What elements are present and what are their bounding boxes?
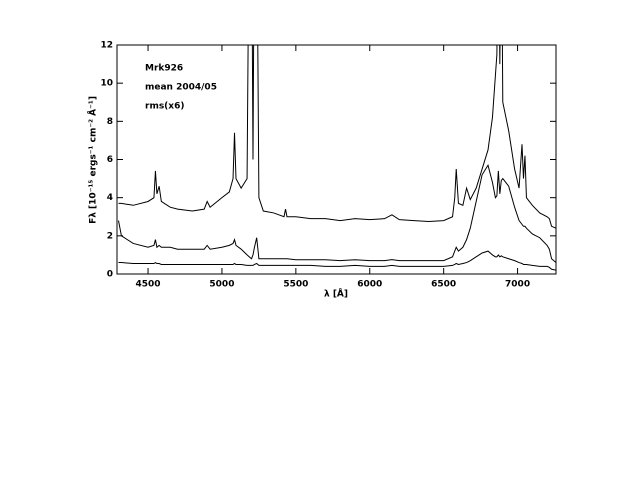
plot-frame — [116, 44, 557, 275]
spectrum-line — [117, 163, 556, 263]
x-tick-label: 6000 — [357, 280, 382, 290]
y-tick-label: 0 — [107, 270, 113, 280]
x-tick-label: 6500 — [431, 280, 456, 290]
y-tick-label: 2 — [107, 231, 113, 241]
y-tick-label: 10 — [100, 79, 113, 89]
x-axis-label: λ [Å] — [324, 289, 348, 300]
x-tick-label: 5500 — [283, 280, 308, 290]
x-tick-label: 5000 — [209, 280, 234, 290]
annotation: rms(x6) — [145, 102, 184, 112]
annotation: Mrk926 — [145, 64, 183, 74]
x-tick-label: 7000 — [505, 280, 530, 290]
annotation: mean 2004/05 — [145, 83, 217, 93]
spectrum-line — [118, 250, 556, 271]
y-tick-label: 4 — [107, 193, 113, 203]
y-tick-label: 6 — [107, 155, 113, 165]
y-tick-label: 8 — [107, 117, 113, 127]
y-tick-label: 12 — [100, 41, 113, 51]
spectrum-line — [118, 45, 556, 229]
x-tick-label: 4500 — [136, 280, 161, 290]
y-axis-label: Fλ [10⁻¹⁵ ergs⁻¹ cm⁻² Å⁻¹] — [88, 96, 99, 224]
